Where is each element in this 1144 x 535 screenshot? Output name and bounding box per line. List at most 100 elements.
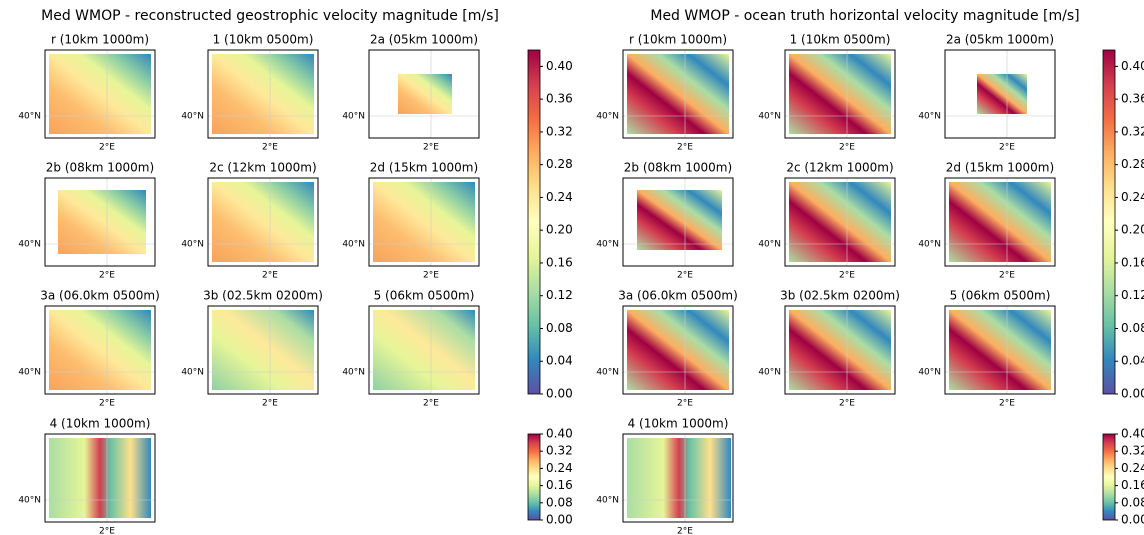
velocity-field — [789, 54, 891, 134]
colorbar-tick-label: 0.16 — [1121, 478, 1144, 492]
y-tick-label: 40°N — [18, 240, 41, 250]
subplot-frame — [368, 49, 480, 139]
subplot-frame — [944, 305, 1056, 395]
velocity-field — [949, 310, 1051, 390]
subplot-title: 1 (10km 0500m) — [213, 33, 314, 47]
colorbar-tick-label: 0.08 — [1121, 321, 1144, 335]
y-tick-label: 40°N — [918, 240, 941, 250]
velocity-field — [789, 310, 891, 390]
colorbar-tick-label: 0.24 — [1121, 190, 1144, 204]
subplot-title: 5 (06km 0500m) — [374, 289, 475, 303]
y-tick-label: 40°N — [181, 368, 204, 378]
subplot-frame — [207, 177, 319, 267]
subplot-title: 4 (10km 1000m) — [628, 417, 729, 431]
y-tick-label: 40°N — [342, 112, 365, 122]
subplot-title: 3a (06.0km 0500m) — [40, 289, 160, 303]
colorbar-tick-label: 0.36 — [546, 92, 573, 106]
colorbar-tick-label: 0.08 — [546, 321, 573, 335]
subplot-title: 2a (05km 1000m) — [946, 33, 1054, 47]
velocity-field — [212, 182, 314, 262]
colorbar-tick-label: 0.04 — [546, 354, 573, 368]
subplot-title: 2c (12km 1000m) — [786, 161, 893, 175]
x-tick-label: 2°E — [839, 271, 855, 281]
subplot-title: 3b (02.5km 0200m) — [203, 289, 323, 303]
velocity-field — [373, 310, 475, 390]
colorbar-tick-label: 0.40 — [1121, 427, 1144, 441]
subplot-frame — [784, 177, 896, 267]
colorbar-tick-label: 0.24 — [546, 461, 573, 475]
y-tick-label: 40°N — [18, 368, 41, 378]
colorbar-tick-label: 0.16 — [546, 478, 573, 492]
subplot-frame — [368, 305, 480, 395]
colorbar-tick-label: 0.28 — [1121, 157, 1144, 171]
x-tick-label: 2°E — [99, 143, 115, 153]
x-tick-label: 2°E — [999, 271, 1015, 281]
subplot-frame — [622, 49, 734, 139]
subplot-frame — [44, 305, 156, 395]
colorbar-tick-label: 0.08 — [546, 495, 573, 509]
colorbar-tick-label: 0.32 — [1121, 444, 1144, 458]
y-tick-label: 40°N — [596, 368, 619, 378]
velocity-field — [627, 310, 729, 390]
y-tick-label: 40°N — [758, 368, 781, 378]
subplot-frame — [207, 305, 319, 395]
x-tick-label: 2°E — [677, 399, 693, 409]
x-tick-label: 2°E — [99, 527, 115, 535]
y-tick-label: 40°N — [596, 496, 619, 506]
y-tick-label: 40°N — [342, 240, 365, 250]
y-tick-label: 40°N — [18, 112, 41, 122]
colorbar — [1102, 433, 1116, 521]
x-tick-label: 2°E — [677, 527, 693, 535]
velocity-field — [398, 74, 452, 114]
y-tick-label: 40°N — [918, 368, 941, 378]
x-tick-label: 2°E — [99, 271, 115, 281]
x-tick-label: 2°E — [677, 271, 693, 281]
x-tick-label: 2°E — [423, 271, 439, 281]
y-tick-label: 40°N — [181, 112, 204, 122]
colorbar-tick-label: 0.20 — [546, 223, 573, 237]
subplot-frame — [622, 305, 734, 395]
subplot-frame — [784, 305, 896, 395]
x-tick-label: 2°E — [423, 143, 439, 153]
subplot-title: 2d (15km 1000m) — [370, 161, 478, 175]
subplot-title: r (10km 1000m) — [51, 33, 149, 47]
colorbar-tick-label: 0.32 — [546, 444, 573, 458]
velocity-field — [627, 438, 731, 518]
velocity-field — [49, 310, 151, 390]
x-tick-label: 2°E — [999, 143, 1015, 153]
y-tick-label: 40°N — [596, 240, 619, 250]
velocity-field — [977, 74, 1027, 114]
y-tick-label: 40°N — [758, 112, 781, 122]
colorbar — [527, 433, 541, 521]
subplot-frame — [44, 49, 156, 139]
colorbar-tick-label: 0.36 — [1121, 92, 1144, 106]
colorbar-tick-label: 0.40 — [546, 59, 573, 73]
y-tick-label: 40°N — [918, 112, 941, 122]
subplot-frame — [944, 49, 1056, 139]
colorbar-tick-label: 0.32 — [546, 124, 573, 138]
colorbar-tick-label: 0.40 — [546, 427, 573, 441]
subplot-title: 2c (12km 1000m) — [209, 161, 316, 175]
colorbar-tick-label: 0.08 — [1121, 495, 1144, 509]
subplot-title: 3a (06.0km 0500m) — [618, 289, 738, 303]
colorbar-tick-label: 0.24 — [546, 190, 573, 204]
x-tick-label: 2°E — [262, 399, 278, 409]
subplot-frame — [207, 49, 319, 139]
velocity-field — [789, 182, 891, 262]
colorbar — [1102, 49, 1116, 395]
panel-title: Med WMOP - ocean truth horizontal veloci… — [650, 8, 1079, 24]
subplot-title: 5 (06km 0500m) — [950, 289, 1051, 303]
subplot-title: 2a (05km 1000m) — [370, 33, 478, 47]
velocity-field — [637, 190, 722, 250]
x-tick-label: 2°E — [262, 143, 278, 153]
velocity-field — [627, 54, 729, 134]
x-tick-label: 2°E — [677, 143, 693, 153]
colorbar-tick-label: 0.00 — [546, 387, 573, 401]
colorbar-tick-label: 0.40 — [1121, 59, 1144, 73]
subplot-frame — [44, 433, 156, 523]
colorbar-tick-label: 0.16 — [546, 255, 573, 269]
colorbar-tick-label: 0.12 — [1121, 288, 1144, 302]
y-tick-label: 40°N — [342, 368, 365, 378]
colorbar-tick-label: 0.24 — [1121, 461, 1144, 475]
